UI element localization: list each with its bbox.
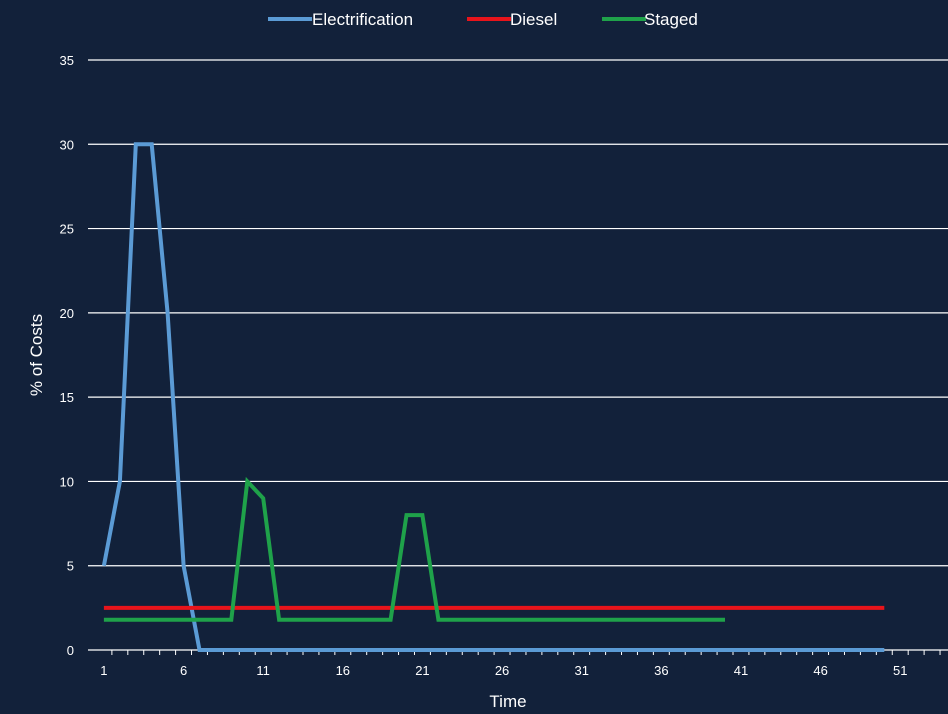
y-tick-label: 20 (60, 306, 74, 321)
x-tick-label: 51 (893, 663, 907, 678)
x-tick-label: 6 (180, 663, 187, 678)
x-tick-label: 46 (813, 663, 827, 678)
x-tick-label: 16 (336, 663, 350, 678)
y-tick-label: 5 (67, 559, 74, 574)
y-axis-title: % of Costs (27, 314, 46, 396)
y-tick-label: 30 (60, 137, 74, 152)
y-tick-label: 15 (60, 390, 74, 405)
series-lines (101, 142, 885, 652)
legend-label-electrification: Electrification (312, 10, 413, 29)
series-line-electrification (101, 142, 885, 652)
y-tick-label: 25 (60, 222, 74, 237)
x-tick-label: 26 (495, 663, 509, 678)
legend-label-staged: Staged (644, 10, 698, 29)
y-axis-tick-labels: 0 5 10 15 20 25 30 35 (60, 53, 74, 658)
x-tick-label: 1 (100, 663, 107, 678)
x-tick-label: 41 (734, 663, 748, 678)
legend: Electrification Diesel Staged (268, 10, 698, 29)
x-tick-label: 31 (574, 663, 588, 678)
legend-label-diesel: Diesel (510, 10, 557, 29)
x-tick-label: 11 (256, 663, 270, 678)
y-tick-label: 0 (67, 643, 74, 658)
y-tick-label: 10 (60, 474, 74, 489)
x-tick-label: 21 (415, 663, 429, 678)
x-tick-label: 36 (654, 663, 668, 678)
x-axis-title: Time (489, 692, 526, 711)
series-line-staged (103, 476, 725, 622)
gridlines (88, 59, 948, 567)
y-tick-label: 35 (60, 53, 74, 68)
